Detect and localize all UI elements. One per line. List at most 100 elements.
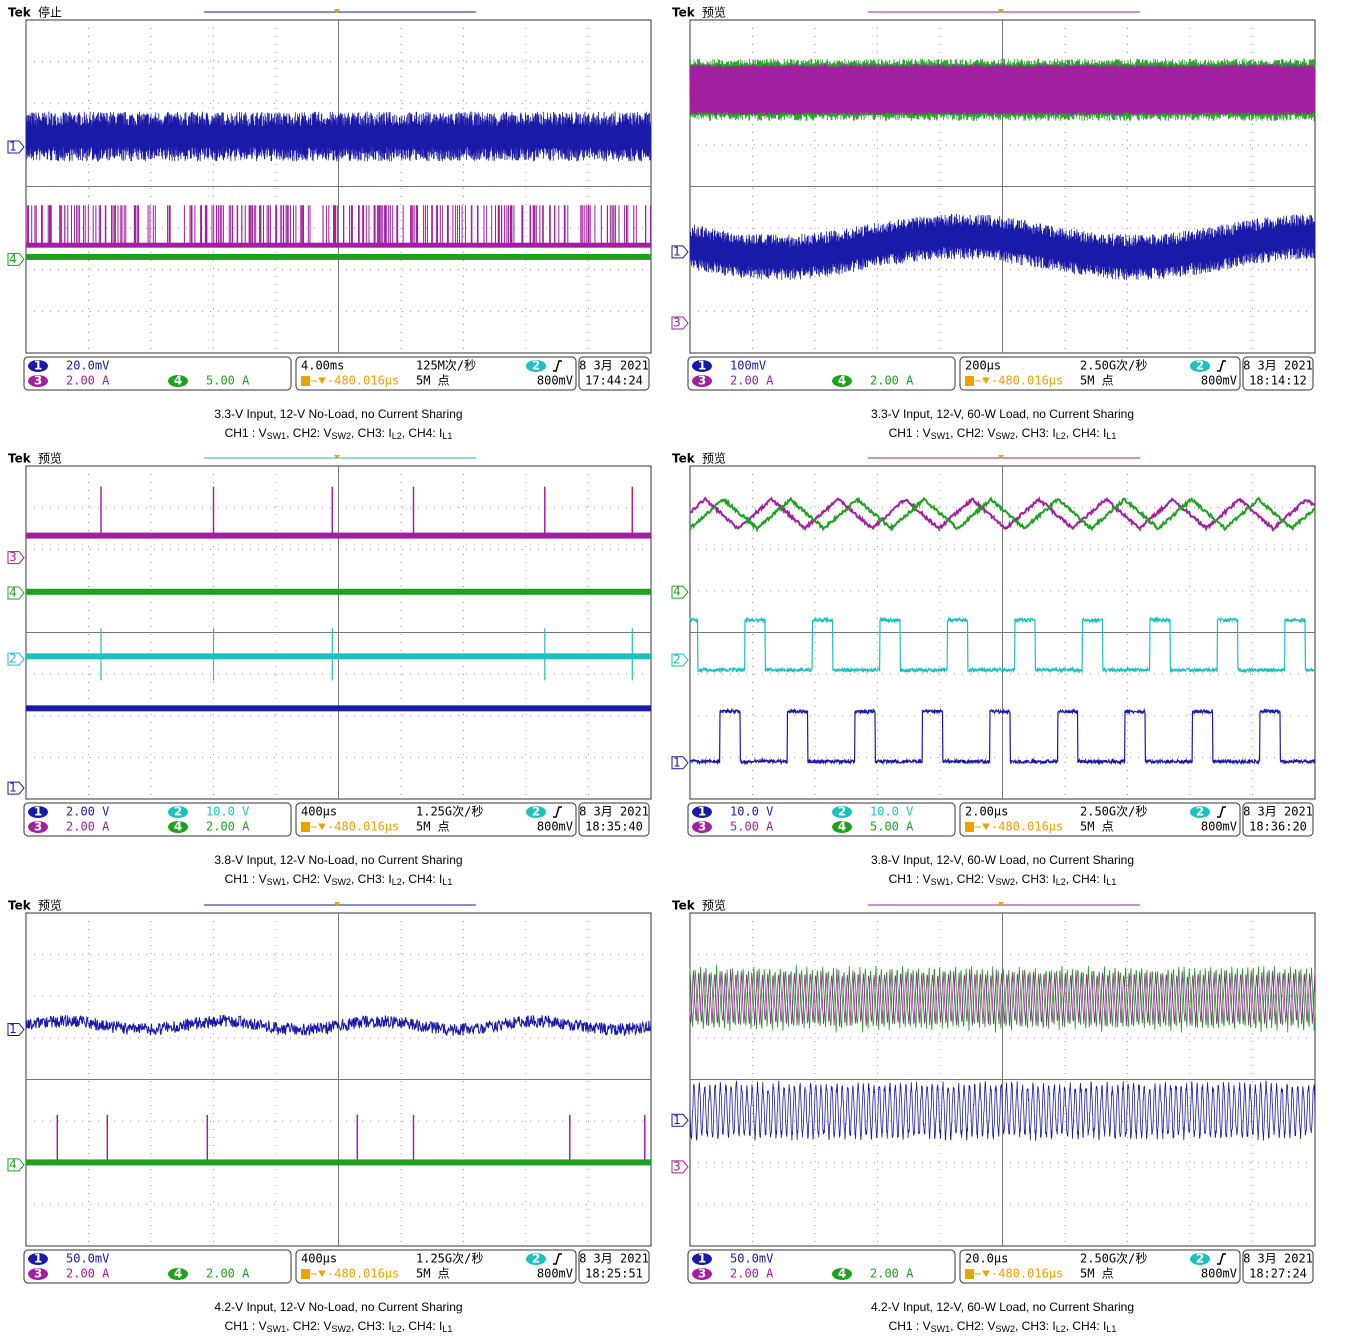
legend-text: CH1 : V (889, 426, 931, 440)
caption: 3.3-V Input, 12-V No-Load, no Current Sh… (214, 407, 462, 421)
legend-line: CH1 : VSW1, CH2: VSW2, CH3: IL2, CH4: IL… (225, 1319, 453, 1334)
trigger-offset-icon (965, 822, 974, 832)
trigger-level: 800mV (537, 374, 573, 388)
channel-number: 1 (34, 1252, 42, 1266)
trigger-channel: 2 (1196, 805, 1204, 819)
channel-marker-label: 2 (673, 652, 681, 666)
caption: 3.3-V Input, 12-V, 60-W Load, no Current… (871, 407, 1134, 421)
timebase: 4.00ms (301, 359, 344, 373)
timebase: 2.00µs (965, 805, 1008, 819)
channel-scale: 5.00 A (870, 820, 914, 834)
legend-text: CH1 : V (889, 1319, 931, 1333)
legend-text: , CH3: I (351, 426, 392, 440)
legend-text: , CH3: I (1015, 1319, 1056, 1333)
time: 18:27:24 (1249, 1267, 1307, 1281)
channel-scale: 2.00 V (66, 805, 109, 819)
channel-marker-label: 1 (673, 755, 681, 769)
trigger-offset-icon (301, 376, 310, 386)
channel-scale: 2.00 A (66, 820, 110, 834)
channel-number: 1 (34, 359, 42, 373)
subscript: SW2 (331, 1324, 351, 1334)
channel-scale: 20.0mV (66, 359, 109, 373)
subscript: SW1 (267, 431, 287, 441)
trigger-level: 800mV (537, 1267, 573, 1281)
subscript: L1 (1106, 877, 1116, 887)
legend-text: , CH3: I (351, 872, 392, 886)
trigger-offset-icon (301, 1269, 310, 1279)
caption: 3.8-V Input, 12-V, 60-W Load, no Current… (871, 853, 1134, 867)
subscript: SW1 (931, 877, 951, 887)
brand: Tek (8, 6, 32, 20)
subscript: L1 (442, 877, 452, 887)
legend-text: , CH4: I (402, 426, 443, 440)
subscript: SW1 (267, 1324, 287, 1334)
channel-number: 4 (174, 374, 182, 388)
subscript: L1 (442, 1324, 452, 1334)
channel-scale: 5.00 A (206, 374, 250, 388)
page: Tek停止T14120.0mV32.00 A45.00 A4.00ms125M次… (0, 0, 1347, 1338)
waveform-band (26, 1159, 651, 1165)
channel-scale: 2.00 A (66, 1267, 110, 1281)
date: 8 3月 2021 (1243, 1252, 1313, 1266)
legend-text: , CH4: I (1066, 872, 1107, 886)
channel-number: 3 (34, 1267, 42, 1281)
channel-scale: 10.0 V (206, 805, 249, 819)
channel-marker-label: 1 (9, 1022, 17, 1036)
waveform-band (26, 533, 651, 539)
channel-scale: 5.00 A (730, 820, 774, 834)
trigger-offset-icon (301, 822, 310, 832)
legend-text: CH1 : V (225, 426, 267, 440)
trigger-offset: -480.016µs (991, 1267, 1063, 1281)
trigger-channel: 2 (532, 1252, 540, 1266)
waveform-band (26, 254, 651, 260)
channel-box (688, 803, 955, 836)
subscript: SW2 (995, 1324, 1015, 1334)
legend-line: CH1 : VSW1, CH2: VSW2, CH3: IL2, CH4: IL… (225, 426, 453, 441)
sample-rate: 1.25G次/秒 (416, 1252, 483, 1266)
waveform-band (26, 243, 651, 248)
channel-marker-label: 1 (9, 139, 17, 153)
legend-text: , CH2: V (950, 872, 995, 886)
channel-marker-label: 4 (9, 1157, 17, 1171)
channel-number: 4 (838, 1267, 846, 1281)
subscript: L1 (442, 431, 452, 441)
channel-number: 2 (174, 805, 182, 819)
trigger-offset: -480.016µs (991, 374, 1063, 388)
trigger-level: 800mV (1201, 374, 1237, 388)
legend-text: , CH3: I (1015, 872, 1056, 886)
sample-rate: 2.50G次/秒 (1080, 805, 1147, 819)
channel-number: 2 (838, 805, 846, 819)
time: 17:44:24 (585, 374, 643, 388)
trigger-channel: 2 (532, 359, 540, 373)
time: 18:35:40 (585, 820, 643, 834)
legend-text: , CH2: V (950, 1319, 995, 1333)
channel-number: 3 (698, 820, 706, 834)
date: 8 3月 2021 (1243, 359, 1313, 373)
waveform-band (26, 589, 651, 595)
trigger-channel: 2 (532, 805, 540, 819)
channel-scale: 2.00 A (870, 374, 914, 388)
channel-marker-label: 3 (9, 550, 17, 564)
legend-line: CH1 : VSW1, CH2: VSW2, CH3: IL2, CH4: IL… (225, 872, 453, 887)
trigger-level: 800mV (1201, 1267, 1237, 1281)
trigger-offset: -480.016µs (991, 820, 1063, 834)
timebase: 400µs (301, 1252, 337, 1266)
legend-text: , CH3: I (1015, 426, 1056, 440)
subscript: L2 (392, 1324, 402, 1334)
record-length: 5M 点 (416, 1267, 450, 1281)
channel-marker-label: 1 (673, 1113, 681, 1127)
brand: Tek (8, 452, 32, 466)
channel-number: 1 (698, 805, 706, 819)
channel-scale: 2.00 A (730, 374, 774, 388)
date: 8 3月 2021 (579, 805, 649, 819)
channel-box (24, 357, 291, 390)
channel-marker-label: 1 (673, 244, 681, 258)
acq-state: 预览 (38, 451, 62, 466)
channel-scale: 2.00 A (206, 820, 250, 834)
channel-marker-label: 2 (9, 652, 17, 666)
record-length: 5M 点 (416, 374, 450, 388)
date: 8 3月 2021 (1243, 805, 1313, 819)
brand: Tek (672, 452, 696, 466)
trigger-channel: 2 (1196, 359, 1204, 373)
acq-state: 预览 (702, 451, 726, 466)
